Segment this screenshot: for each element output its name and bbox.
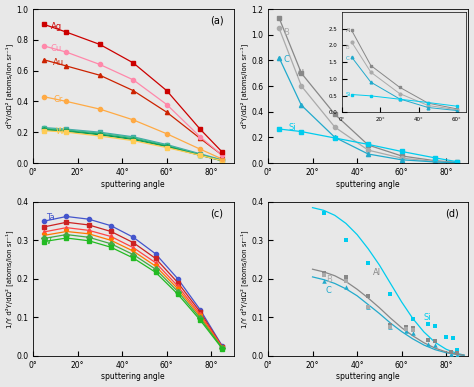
Text: Al: Al xyxy=(373,268,381,277)
Point xyxy=(409,327,417,333)
Text: Si: Si xyxy=(424,313,431,322)
Point xyxy=(454,351,461,358)
Point xyxy=(342,274,350,280)
Point xyxy=(431,323,439,329)
Point xyxy=(320,272,328,278)
Point xyxy=(447,351,455,357)
Point xyxy=(431,338,439,344)
Text: (b): (b) xyxy=(445,15,458,25)
Point xyxy=(342,277,350,284)
Text: B: B xyxy=(283,28,290,37)
Text: (a): (a) xyxy=(210,15,224,25)
Point xyxy=(409,316,417,322)
X-axis label: sputtering angle: sputtering angle xyxy=(101,372,165,382)
Text: V: V xyxy=(46,237,52,246)
Point xyxy=(365,293,372,299)
Text: C: C xyxy=(283,55,290,63)
Point xyxy=(387,291,394,297)
Point xyxy=(449,336,456,342)
Point xyxy=(402,324,410,330)
Point xyxy=(409,325,417,331)
Point xyxy=(342,237,350,243)
Point xyxy=(387,324,394,330)
Text: (c): (c) xyxy=(210,208,224,218)
Text: W: W xyxy=(55,127,64,136)
Point xyxy=(365,303,372,310)
Text: Al: Al xyxy=(297,69,305,78)
Point xyxy=(365,260,372,266)
X-axis label: sputtering angle: sputtering angle xyxy=(337,372,400,382)
X-axis label: sputtering angle: sputtering angle xyxy=(101,180,165,188)
Point xyxy=(320,270,328,276)
Point xyxy=(320,210,328,216)
Point xyxy=(447,349,455,355)
Text: Ta: Ta xyxy=(46,213,55,223)
X-axis label: sputtering angle: sputtering angle xyxy=(337,180,400,188)
Text: Cu: Cu xyxy=(51,44,62,53)
Y-axis label: d²Y/dΩ² [atoms/ion sr⁻¹]: d²Y/dΩ² [atoms/ion sr⁻¹] xyxy=(6,44,13,128)
Point xyxy=(454,349,461,356)
Text: Ag: Ag xyxy=(51,22,62,31)
Text: B: B xyxy=(326,274,332,284)
Point xyxy=(409,330,417,336)
Text: Cr: Cr xyxy=(53,95,63,104)
Point xyxy=(387,324,394,330)
Point xyxy=(442,334,450,340)
Point xyxy=(320,277,328,284)
Point xyxy=(387,322,394,328)
Text: Au: Au xyxy=(53,58,64,67)
Point xyxy=(425,337,432,344)
Point xyxy=(431,342,439,348)
Y-axis label: 1/Y d²Y/dΩ² [atoms/ion sr⁻¹]: 1/Y d²Y/dΩ² [atoms/ion sr⁻¹] xyxy=(240,230,248,328)
Point xyxy=(425,341,432,348)
Point xyxy=(402,326,410,332)
Point xyxy=(365,303,372,310)
Point xyxy=(402,328,410,334)
Y-axis label: d²Y/dΩ² [atoms/ion sr⁻¹]: d²Y/dΩ² [atoms/ion sr⁻¹] xyxy=(240,44,248,128)
Text: C: C xyxy=(326,286,332,295)
Y-axis label: 1/Y d²Y/dΩ² [atoms/ion sr⁻¹]: 1/Y d²Y/dΩ² [atoms/ion sr⁻¹] xyxy=(6,230,13,328)
Point xyxy=(425,321,432,327)
Point xyxy=(342,283,350,289)
Point xyxy=(454,347,461,353)
Text: (d): (d) xyxy=(445,208,458,218)
Text: Si: Si xyxy=(288,123,296,132)
